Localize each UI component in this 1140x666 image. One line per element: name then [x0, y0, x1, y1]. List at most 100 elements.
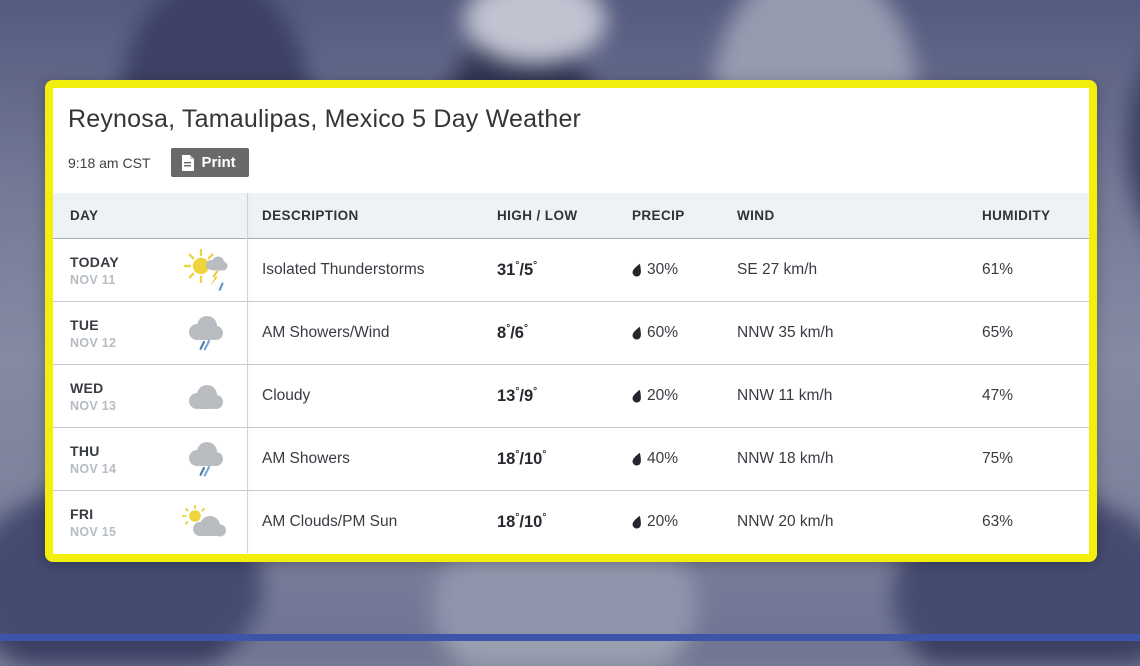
degree-symbol: °: [533, 386, 538, 397]
wind-cell: NNW 20 km/h: [737, 513, 834, 530]
raindrop-icon: [632, 263, 641, 277]
precip-value: 20%: [647, 387, 679, 404]
day-name: FRI: [70, 505, 94, 522]
page-title: Reynosa, Tamaulipas, Mexico 5 Day Weathe…: [68, 105, 582, 133]
wind-cell: NNW 18 km/h: [737, 450, 834, 467]
degree-symbol: °: [542, 512, 547, 523]
high-temp: 18: [497, 513, 516, 531]
showers-icon: [177, 314, 233, 352]
degree-symbol: °: [523, 323, 528, 334]
card-header: Reynosa, Tamaulipas, Mexico 5 Day Weathe…: [53, 88, 1089, 178]
column-header-wind: WIND: [737, 208, 775, 223]
day-name: TUE: [70, 316, 99, 333]
table-row[interactable]: WED NOV 13 Cloudy 13°/9° 20%: [53, 365, 1089, 428]
degree-symbol: °: [515, 386, 520, 397]
low-temp: 10: [523, 513, 543, 531]
description-cell: Cloudy: [262, 387, 311, 404]
wind-cell: NNW 35 km/h: [737, 324, 834, 341]
high-low-separator: /: [519, 513, 524, 531]
precip-cell: 60%: [617, 324, 722, 342]
raindrop-icon: [632, 326, 641, 340]
high-low-separator: /: [510, 324, 515, 342]
low-temp: 10: [523, 450, 543, 468]
day-date: NOV 11: [70, 272, 116, 287]
degree-symbol: °: [506, 323, 511, 334]
high-low-cell: 8°/6°: [482, 323, 617, 343]
weather-forecast-card: Reynosa, Tamaulipas, Mexico 5 Day Weathe…: [45, 80, 1097, 562]
column-header-precip: PRECIP: [632, 208, 685, 223]
day-label-group: TUE NOV 12: [70, 317, 116, 350]
day-name: TODAY: [70, 253, 119, 270]
day-cell: THU NOV 14: [53, 428, 247, 490]
high-temp: 13: [497, 387, 516, 405]
day-date: NOV 13: [70, 398, 117, 413]
precip-cell: 20%: [617, 513, 722, 531]
column-header-description: DESCRIPTION: [262, 208, 359, 223]
humidity-cell: 61%: [982, 261, 1014, 278]
print-button[interactable]: Print: [171, 148, 249, 177]
high-low-separator: /: [519, 387, 524, 405]
raindrop-icon: [632, 515, 641, 529]
raindrop-icon: [632, 389, 641, 403]
wind-cell: SE 27 km/h: [737, 261, 818, 278]
raindrop-icon: [632, 452, 641, 466]
day-name: WED: [70, 379, 104, 396]
column-header-day: DAY: [70, 208, 99, 223]
high-low-separator: /: [519, 450, 524, 468]
table-row[interactable]: TUE NOV 12 AM Showers/Wind 8°/6°: [53, 302, 1089, 365]
description-cell: AM Showers: [262, 450, 350, 467]
day-date: NOV 12: [70, 335, 117, 350]
high-temp: 18: [497, 450, 516, 468]
table-header-row: DAY DESCRIPTION HIGH / LOW PRECIP WIND H…: [53, 193, 1089, 239]
day-label-group: THU NOV 14: [70, 443, 116, 476]
column-header-high-low: HIGH / LOW: [497, 208, 578, 223]
degree-symbol: °: [542, 449, 547, 460]
day-date: NOV 15: [70, 524, 117, 539]
high-low-cell: 13°/9°: [482, 386, 617, 406]
humidity-cell: 75%: [982, 450, 1014, 467]
humidity-cell: 47%: [982, 387, 1014, 404]
high-temp: 8: [497, 324, 507, 342]
precip-cell: 30%: [617, 261, 722, 279]
table-row[interactable]: FRI NOV 15: [53, 491, 1089, 553]
cloudy-icon: [177, 381, 233, 411]
showers-icon: [177, 440, 233, 478]
humidity-cell: 65%: [982, 324, 1014, 341]
day-cell: TUE NOV 12: [53, 302, 247, 364]
table-row[interactable]: THU NOV 14 AM Showers 18°/10°: [53, 428, 1089, 491]
degree-symbol: °: [515, 449, 520, 460]
forecast-table: DAY DESCRIPTION HIGH / LOW PRECIP WIND H…: [53, 193, 1089, 553]
high-low-cell: 18°/10°: [482, 512, 617, 532]
day-column-divider: [247, 193, 248, 553]
description-cell: Isolated Thunderstorms: [262, 261, 425, 278]
precip-value: 60%: [647, 324, 679, 341]
humidity-cell: 63%: [982, 513, 1014, 530]
thunderstorm-icon: [177, 248, 233, 292]
partly-sunny-icon: [177, 505, 233, 539]
high-low-cell: 18°/10°: [482, 449, 617, 469]
precip-value: 30%: [647, 261, 679, 278]
day-cell: TODAY NOV 11: [53, 239, 247, 301]
document-icon: [182, 154, 195, 171]
meta-row: 9:18 am CST Print: [68, 147, 1089, 178]
precip-cell: 40%: [617, 450, 722, 468]
degree-symbol: °: [515, 260, 520, 271]
day-label-group: WED NOV 13: [70, 380, 116, 413]
precip-value: 40%: [647, 450, 679, 467]
high-temp: 31: [497, 261, 516, 279]
day-label-group: FRI NOV 15: [70, 506, 116, 539]
precip-cell: 20%: [617, 387, 722, 405]
low-temp: 9: [523, 387, 534, 405]
precip-value: 20%: [647, 513, 679, 530]
table-row[interactable]: TODAY NOV 11: [53, 239, 1089, 302]
column-header-humidity: HUMIDITY: [982, 208, 1051, 223]
description-cell: AM Clouds/PM Sun: [262, 513, 398, 530]
low-temp: 6: [514, 324, 524, 342]
local-time: 9:18 am CST: [68, 154, 151, 171]
print-button-label: Print: [201, 154, 236, 171]
day-cell: WED NOV 13: [53, 365, 247, 427]
low-temp: 5: [523, 261, 534, 279]
bottom-blue-bar: [0, 634, 1140, 641]
description-cell: AM Showers/Wind: [262, 324, 390, 341]
high-low-cell: 31°/5°: [482, 260, 617, 280]
